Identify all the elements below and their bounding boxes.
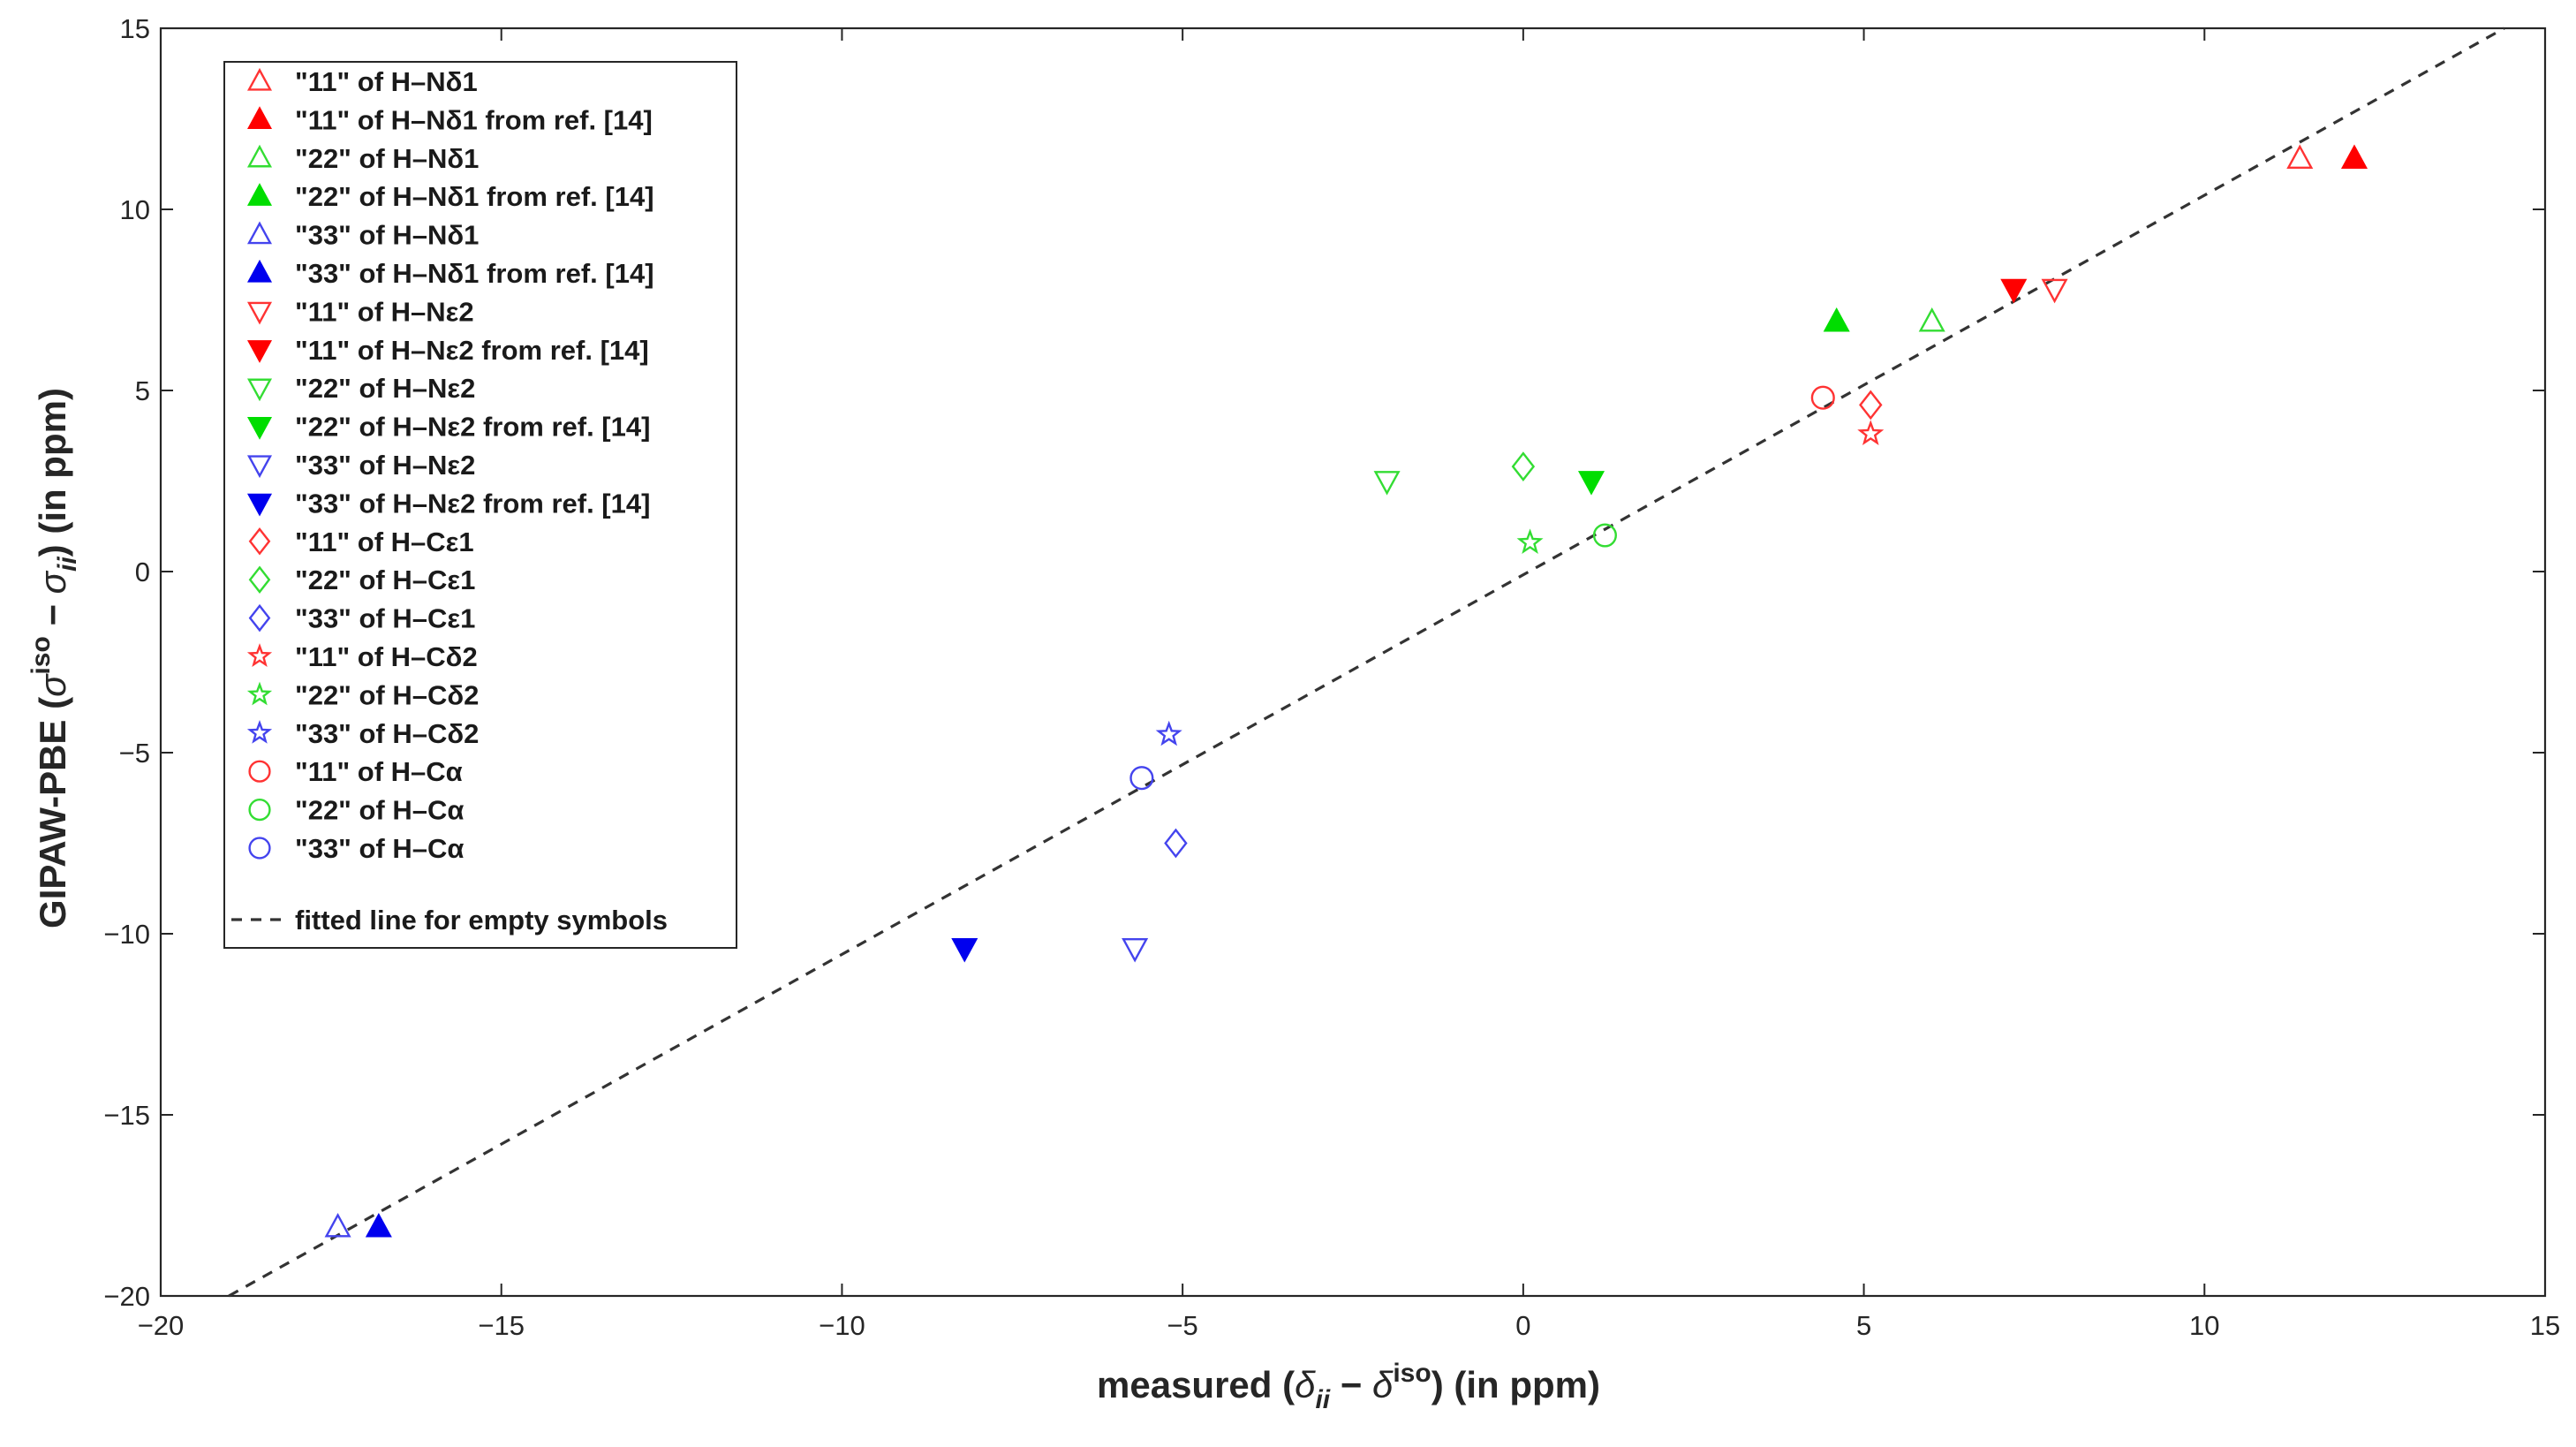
y-tick-label: −10 xyxy=(103,919,150,950)
data-point-22-of-h-n-2-from-ref-14-0 xyxy=(1577,471,1605,496)
data-point-33-of-h-n-1-0 xyxy=(324,1212,351,1238)
x-tick-label: 10 xyxy=(2189,1310,2219,1341)
y-tick-label: 5 xyxy=(135,375,150,406)
legend-marker-11-of-h-c-2 xyxy=(246,643,273,667)
y-tick-label: 10 xyxy=(120,194,150,225)
legend-marker-22-of-h-n-2-from-ref-14 xyxy=(246,416,273,440)
legend-marker-22-of-h-n-2 xyxy=(246,378,273,402)
data-point-11-of-h-n-1-from-ref-14-0 xyxy=(2340,144,2368,170)
x-tick-label: 5 xyxy=(1856,1310,1871,1341)
legend-marker-22-of-h-c-2 xyxy=(246,681,273,706)
legend-marker-11-of-h-n-1-from-ref-14 xyxy=(246,106,273,130)
legend-label: "33" of H–Cδ2 xyxy=(295,718,479,749)
legend-marker-33-of-h-c-1 xyxy=(248,603,271,633)
legend-label: "33" of H–Nδ1 from ref. [14] xyxy=(295,258,654,289)
data-point-11-of-h-c-2-0 xyxy=(1857,420,1885,445)
legend-label: "33" of H–Nδ1 xyxy=(295,220,479,251)
legend-marker-11-of-h-n-2-from-ref-14 xyxy=(246,340,273,363)
y-tick-label: −15 xyxy=(103,1100,150,1131)
legend-marker-22-of-h-c xyxy=(248,798,271,822)
fit-line-layer xyxy=(228,27,2505,1298)
legend-label: "22" of H–Nε2 from ref. [14] xyxy=(295,412,650,443)
x-tick-label: −5 xyxy=(1167,1310,1197,1341)
y-tick-label: −20 xyxy=(103,1281,150,1312)
legend-label: "11" of H–Cε1 xyxy=(295,527,474,557)
x-tick-label: −10 xyxy=(819,1310,865,1341)
legend-marker-11-of-h-n-2 xyxy=(246,301,273,325)
legend-label: "11" of H–Nδ1 xyxy=(295,66,478,97)
legend-marker-33-of-h-n-2 xyxy=(246,455,273,479)
legend-marker-33-of-h-n-1 xyxy=(246,221,273,245)
legend-label: "11" of H–Nδ1 from ref. [14] xyxy=(295,104,653,135)
legend-marker-22-of-h-c-1 xyxy=(248,565,271,594)
x-tick-label: −20 xyxy=(138,1310,185,1341)
legend-label: "33" of H–Nε2 xyxy=(295,450,475,481)
y-tick-label: −5 xyxy=(119,738,150,769)
data-point-11-of-h-c-1-0 xyxy=(1859,390,1883,420)
legend-label: "33" of H–Cε1 xyxy=(295,603,475,634)
legend-label: "11" of H–Nε2 from ref. [14] xyxy=(295,335,649,366)
legend-marker-33-of-h-n-1-from-ref-14 xyxy=(246,259,273,283)
legend-marker-33-of-h-c-2 xyxy=(246,719,273,744)
data-point-33-of-h-c-0 xyxy=(1129,766,1154,791)
legend-marker-11-of-h-n-1 xyxy=(246,67,273,91)
legend-fit-line-label: fitted line for empty symbols xyxy=(295,905,668,936)
data-point-11-of-h-n-1-0 xyxy=(2286,144,2314,170)
y-tick-label: 15 xyxy=(120,13,150,44)
x-tick-label: 0 xyxy=(1515,1310,1530,1341)
data-point-22-of-h-c-0 xyxy=(1592,523,1617,548)
legend-label: "22" of H–Cα xyxy=(295,795,464,826)
legend-label: "11" of H–Nε2 xyxy=(295,296,474,327)
axes-frame xyxy=(159,27,2547,1298)
data-points-layer xyxy=(324,144,2368,1238)
legend-marker-33-of-h-c xyxy=(248,837,271,860)
legend-label: "22" of H–Nδ1 from ref. [14] xyxy=(295,181,654,212)
legend-label: "22" of H–Nδ1 xyxy=(295,143,479,174)
data-point-11-of-h-n-2-0 xyxy=(2041,278,2068,304)
data-point-22-of-h-n-1-from-ref-14-0 xyxy=(1823,307,1850,332)
legend-label: "22" of H–Nε2 xyxy=(295,373,475,404)
plot-area-border xyxy=(159,27,2547,1298)
legend-marker-22-of-h-n-1-from-ref-14 xyxy=(246,183,273,206)
legend-label: "11" of H–Cα xyxy=(295,756,463,787)
data-point-22-of-h-c-1-0 xyxy=(1511,451,1536,481)
legend-label: "22" of H–Cδ2 xyxy=(295,679,479,710)
fitted-line xyxy=(228,27,2505,1298)
y-axis-title: GIPAW-PBE (σiso − σii) (in ppm) xyxy=(26,388,82,928)
y-tick-label: 0 xyxy=(135,557,150,587)
legend-label: "11" of H–Cδ2 xyxy=(295,641,478,672)
data-point-22-of-h-c-2-0 xyxy=(1516,528,1544,554)
legend-label: "33" of H–Cα xyxy=(295,833,464,864)
legend-box xyxy=(223,61,737,949)
tick-layer: −20 −15 −10 −5 0 5 10 15 −20 −15 −10 −5 0 5 10 15 xyxy=(103,13,2560,1341)
data-point-33-of-h-n-2-from-ref-14-0 xyxy=(951,937,978,963)
data-point-33-of-h-n-1-from-ref-14-0 xyxy=(365,1212,392,1238)
legend-label: "33" of H–Nε2 from ref. [14] xyxy=(295,488,650,519)
data-point-33-of-h-c-1-0 xyxy=(1164,828,1188,859)
data-point-33-of-h-n-2-0 xyxy=(1122,937,1149,963)
data-point-11-of-h-n-2-from-ref-14-0 xyxy=(2000,278,2028,304)
data-point-22-of-h-n-1-0 xyxy=(1918,307,1945,332)
legend-marker-33-of-h-n-2-from-ref-14 xyxy=(246,493,273,517)
data-point-11-of-h-c-0 xyxy=(1810,385,1835,410)
legend-marker-11-of-h-c xyxy=(248,760,271,783)
legend-marker-11-of-h-c-1 xyxy=(248,527,271,556)
x-tick-label: −15 xyxy=(478,1310,525,1341)
data-point-22-of-h-n-2-0 xyxy=(1373,471,1401,496)
legend-marker-22-of-h-n-1 xyxy=(246,144,273,168)
legend: "11" of H–Nδ1 "11" of H–Nδ1 from ref. [14… xyxy=(223,61,737,949)
data-point-33-of-h-c-2-0 xyxy=(1155,720,1182,746)
x-tick-label: 15 xyxy=(2530,1310,2560,1341)
legend-label: "22" of H–Cε1 xyxy=(295,564,475,595)
x-axis-title: measured (δii − δiso) (in ppm) xyxy=(1097,1359,1600,1414)
